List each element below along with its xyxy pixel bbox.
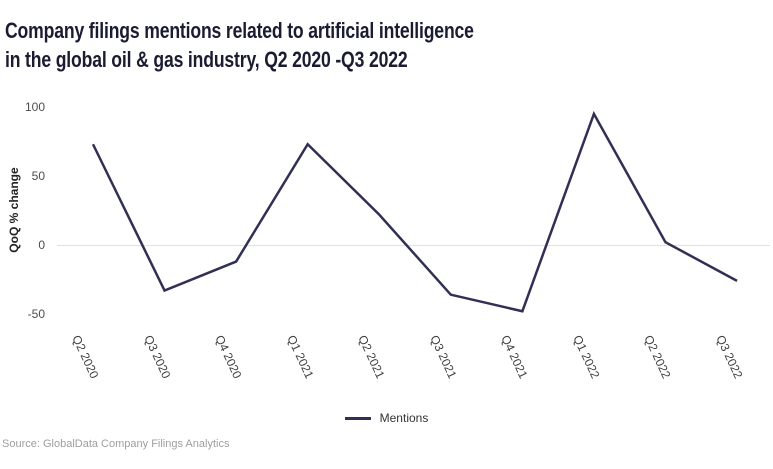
y-tick-label: 100 <box>24 100 45 114</box>
y-tick-label: -50 <box>27 307 45 321</box>
chart-title: Company filings mentions related to arti… <box>5 16 474 74</box>
legend: Mentions <box>0 410 773 426</box>
mentions-line-series <box>91 110 738 313</box>
chart-title-line2: in the global oil & gas industry, Q2 202… <box>5 47 408 72</box>
y-tick-label: 50 <box>31 169 45 183</box>
legend-label: Mentions <box>379 411 429 425</box>
chart-title-line1: Company filings mentions related to arti… <box>5 18 474 43</box>
zero-gridline <box>57 245 770 246</box>
chart-area: QoQ % change 100 50 0 -50 Q2 2020 Q3 2020 Q4 … <box>0 90 773 400</box>
legend-line-swatch <box>344 416 371 420</box>
y-tick-label: 0 <box>38 238 45 252</box>
line-chart-svg <box>91 110 738 313</box>
source-note: Source: GlobalData Company Filings Analy… <box>2 438 230 450</box>
